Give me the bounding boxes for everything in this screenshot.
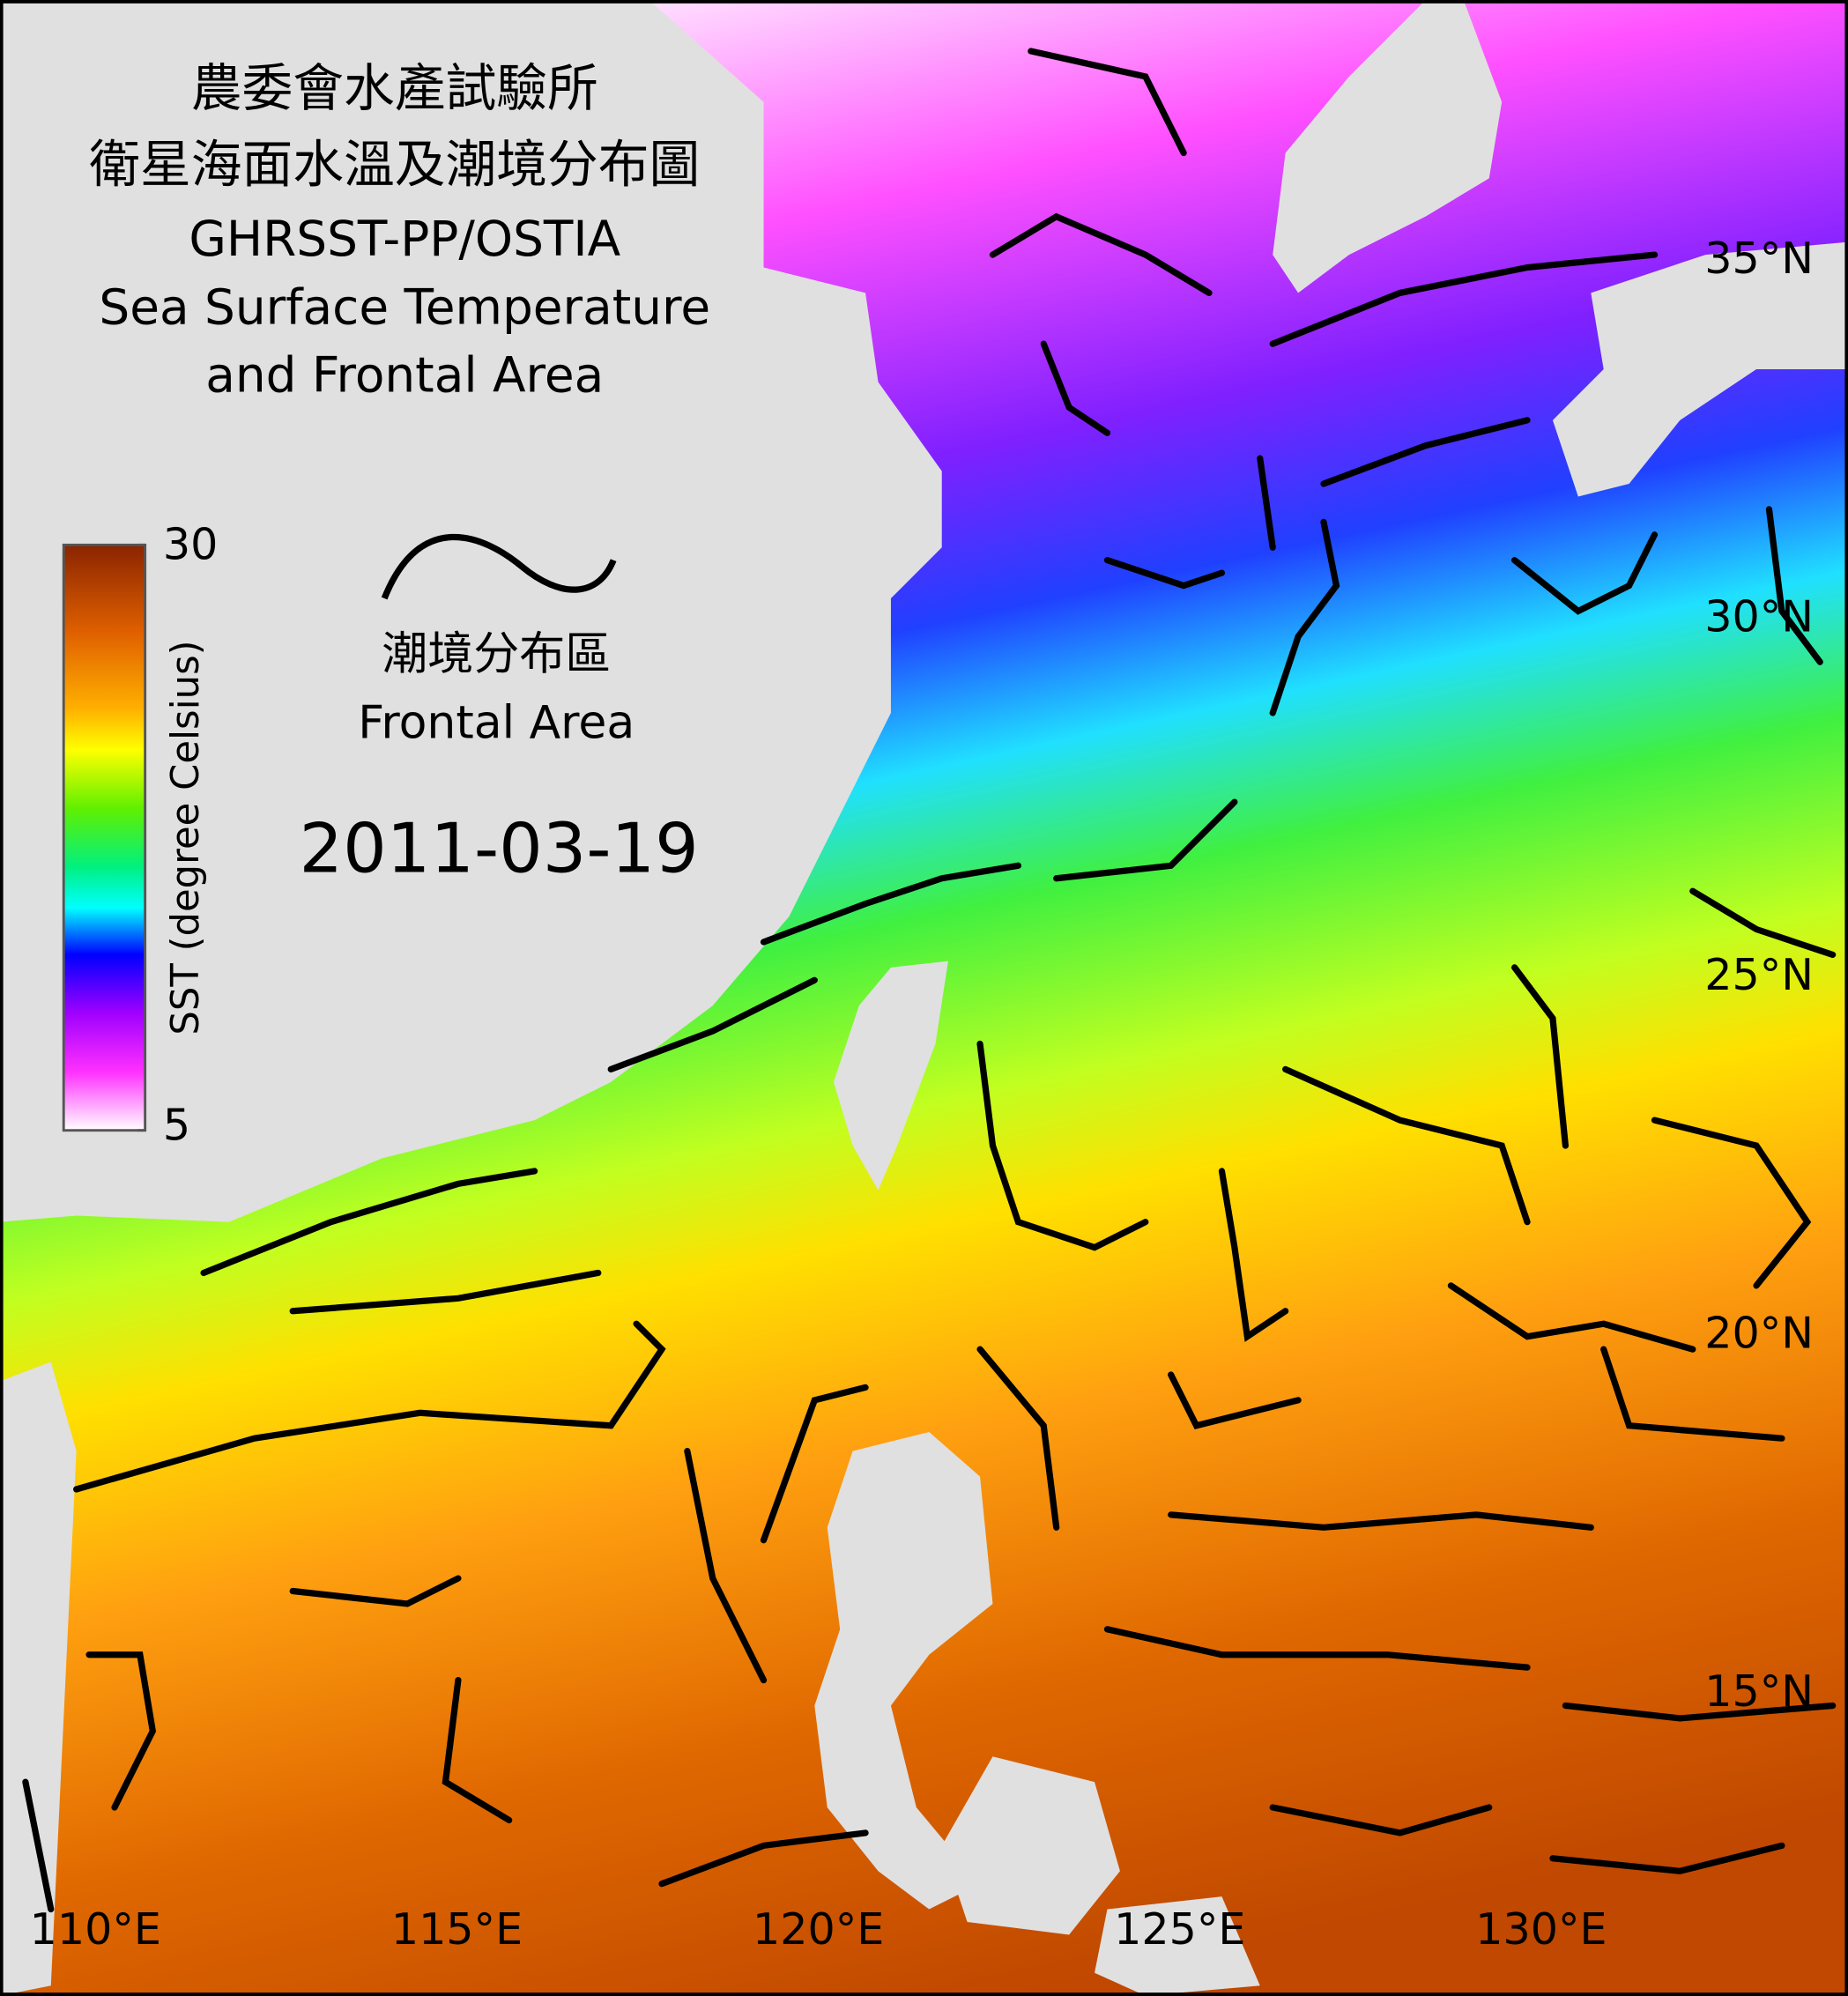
land-visayas [941, 1756, 1120, 1935]
land-korea [1273, 0, 1503, 293]
colorbar-label: SST (degree Celsius) [164, 640, 208, 1035]
lon-tick-label: 130°E [1475, 1903, 1607, 1955]
legend-en: Frontal Area [358, 696, 635, 749]
land-japan [1552, 241, 1848, 497]
land-luzon [814, 1431, 993, 1910]
frontal-lines [22, 48, 1837, 1913]
lon-tick-label: 120°E [753, 1903, 884, 1955]
land-taiwan [833, 961, 948, 1191]
lat-tick-label: 30°N [1704, 590, 1814, 642]
lon-tick-label: 110°E [30, 1903, 161, 1955]
legend-front-symbol [381, 533, 617, 600]
colorbar-tick-label: 5 [163, 1099, 190, 1150]
lat-tick-label: 25°N [1704, 949, 1814, 1000]
lat-tick-label: 35°N [1704, 233, 1814, 284]
title-en-3: and Frontal Area [205, 346, 604, 403]
date: 2011-03-19 [300, 809, 699, 888]
lon-tick-label: 125°E [1114, 1903, 1245, 1955]
lat-tick-label: 15°N [1704, 1666, 1814, 1717]
land-hainan [0, 1362, 77, 1996]
legend-zh: 潮境分布區 [382, 627, 611, 680]
lon-tick-label: 115°E [391, 1903, 523, 1955]
colorbar-tick-label: 30 [163, 519, 218, 570]
colorbar [62, 543, 147, 1132]
title-en-1: GHRSST-PP/OSTIA [189, 211, 620, 267]
title-en-2: Sea Surface Temperature [99, 279, 710, 336]
lat-tick-label: 20°N [1704, 1307, 1814, 1358]
title-zh-2: 衛星海面水溫及潮境分布圖 [89, 134, 700, 194]
title-zh-1: 農委會水產試驗所 [191, 58, 598, 118]
land-mindanao [1095, 1896, 1260, 1996]
land-china [0, 0, 942, 1222]
